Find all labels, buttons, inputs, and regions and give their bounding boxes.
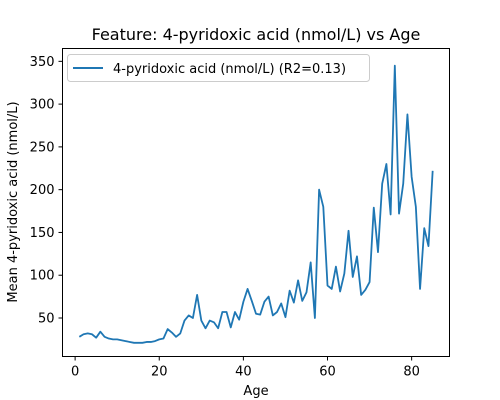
plot-area-frame (62, 48, 450, 357)
x-axis: 0 20 40 60 80 (71, 356, 420, 380)
legend-label: 4-pyridoxic acid (nmol/L) (R2=0.13) (113, 62, 346, 77)
y-tick-label: 300 (30, 98, 55, 113)
y-tick-label: 250 (30, 140, 55, 155)
x-tick-label: 0 (71, 365, 79, 380)
y-axis: 50 100 150 200 250 300 350 (30, 55, 63, 327)
legend-box (67, 54, 370, 82)
x-tick-label: 40 (235, 365, 252, 380)
y-axis-label: Mean 4-pyridoxic acid (nmol/L) (6, 101, 21, 302)
x-tick-label: 80 (403, 365, 420, 380)
y-tick-label: 350 (30, 55, 55, 70)
y-tick-label: 200 (30, 183, 55, 198)
x-axis-label: Age (243, 384, 268, 399)
legend: 4-pyridoxic acid (nmol/L) (R2=0.13) (67, 54, 370, 82)
chart-title: Feature: 4-pyridoxic acid (nmol/L) vs Ag… (92, 25, 421, 44)
series-layer (78, 64, 434, 344)
y-tick-label: 100 (30, 269, 55, 284)
y-tick-label: 150 (30, 226, 55, 241)
y-tick-label: 50 (38, 312, 55, 327)
x-tick-label: 60 (319, 365, 336, 380)
x-tick-label: 20 (151, 365, 168, 380)
series-line (78, 64, 434, 344)
